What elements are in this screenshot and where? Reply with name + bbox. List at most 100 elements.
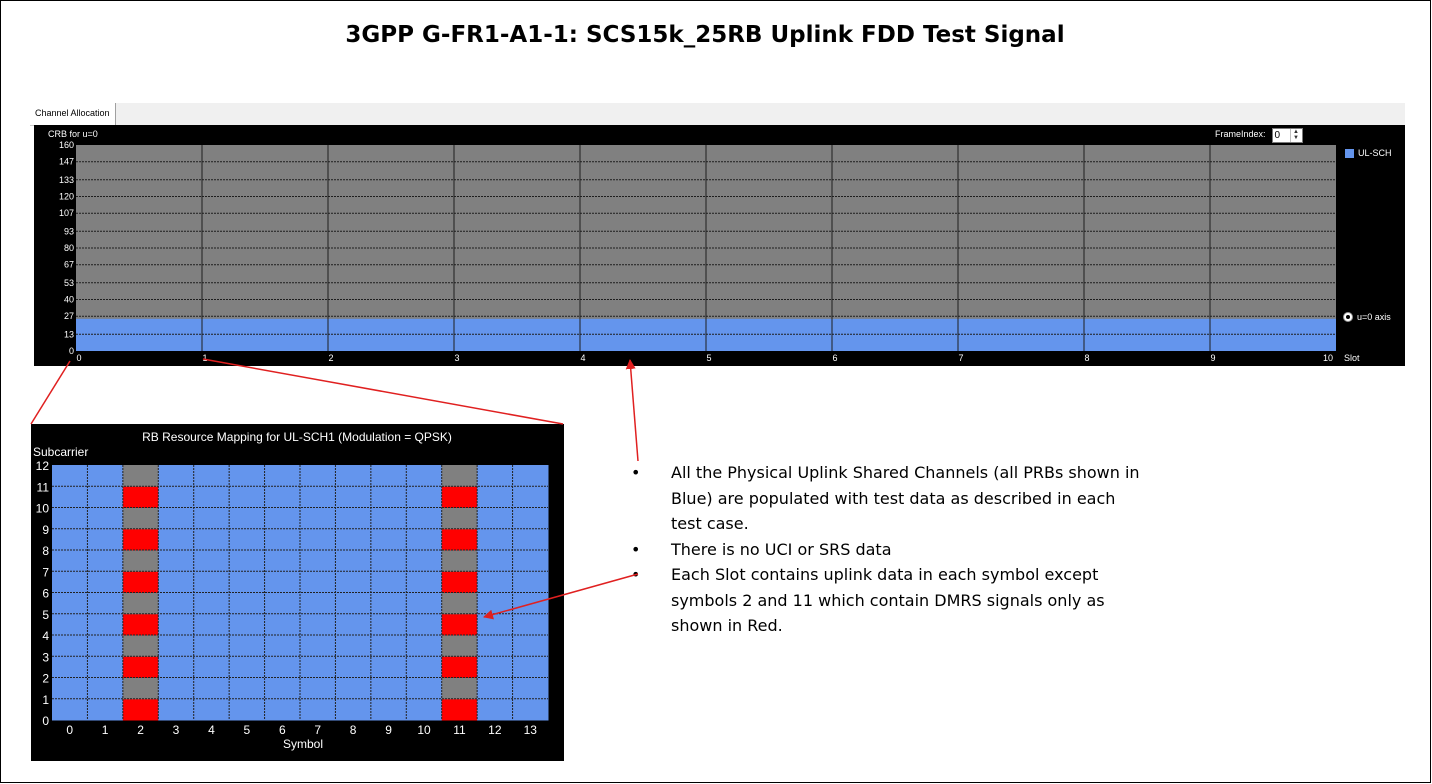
resource-element: [193, 571, 230, 593]
y-tick-label: 13: [64, 329, 74, 339]
resource-element: [441, 550, 478, 572]
y-tick-label: 7: [42, 565, 49, 579]
resource-element: [229, 613, 266, 636]
x-tick-label: 6: [279, 723, 286, 737]
resource-element: [300, 592, 336, 615]
resource-element: [406, 528, 443, 551]
tab-channel-allocation[interactable]: Channel Allocation: [30, 103, 116, 125]
bullet-dot: •: [631, 463, 641, 482]
resource-element: [122, 656, 159, 678]
resource-element: [370, 465, 407, 487]
resource-element: [193, 656, 230, 678]
resource-element: [229, 465, 266, 487]
resource-element: [300, 528, 336, 551]
resource-element: [122, 635, 159, 657]
resource-element: [87, 465, 124, 487]
resource-element: [229, 698, 266, 721]
note-item: • All the Physical Uplink Shared Channels…: [625, 460, 1145, 537]
resource-element: [335, 507, 372, 530]
resource-element: [193, 592, 230, 615]
radio-selected-icon[interactable]: [1343, 312, 1353, 322]
y-tick-label: 160: [59, 140, 74, 150]
resource-element: [477, 635, 514, 657]
y-tick-label: 133: [59, 175, 74, 185]
resource-element: [512, 571, 549, 593]
y-tick-label: 147: [59, 157, 74, 167]
resource-element: [158, 486, 195, 508]
y-tick-label: 0: [42, 714, 49, 728]
y-axis-label: CRB for u=0: [48, 129, 98, 139]
resource-element: [441, 507, 478, 530]
axis-option-label: u=0 axis: [1357, 312, 1391, 322]
frame-index-value[interactable]: 0: [1274, 130, 1281, 141]
frame-index-control: FrameIndex: 0 ▲ ▼: [1215, 128, 1303, 146]
resource-element: [406, 698, 443, 721]
resource-element: [370, 550, 407, 572]
resource-element: [441, 592, 478, 615]
x-tick-label: 6: [832, 353, 837, 363]
x-tick-label: 0: [76, 353, 81, 363]
resource-element: [264, 465, 301, 487]
resource-element: [406, 465, 443, 487]
resource-element: [370, 486, 407, 508]
y-tick-label: 3: [42, 650, 49, 664]
bullet-dot: •: [631, 539, 641, 559]
resource-element: [52, 550, 88, 572]
resource-element: [512, 635, 549, 657]
resource-element: [264, 592, 301, 615]
x-tick-label: 5: [706, 353, 711, 363]
resource-element: [122, 592, 159, 615]
y-tick-label: 9: [42, 523, 49, 537]
y-tick-label: 1: [42, 693, 49, 707]
resource-element: [264, 507, 301, 530]
resource-element: [335, 486, 372, 508]
resource-element: [122, 465, 159, 487]
resource-element: [477, 486, 514, 508]
resource-element: [370, 592, 407, 615]
resource-element: [477, 656, 514, 678]
x-tick-label: 0: [66, 723, 73, 737]
resource-element: [335, 571, 372, 593]
resource-element: [512, 528, 549, 551]
resource-element: [406, 486, 443, 508]
resource-element: [193, 635, 230, 657]
x-tick-label: 13: [524, 723, 538, 737]
resource-element: [335, 698, 372, 721]
resource-element: [264, 571, 301, 593]
x-axis-label: Slot: [1344, 353, 1360, 363]
x-tick-label: 4: [580, 353, 585, 363]
resource-element: [300, 613, 336, 636]
resource-element: [477, 677, 514, 700]
resource-element: [512, 698, 549, 721]
resource-element: [264, 613, 301, 636]
resource-element: [158, 507, 195, 530]
resource-element: [477, 571, 514, 593]
x-tick-label: 2: [328, 353, 333, 363]
x-tick-label: 8: [350, 723, 357, 737]
spin-arrows-icon[interactable]: ▲ ▼: [1289, 129, 1302, 142]
resource-element: [441, 613, 478, 636]
frame-index-spinbox[interactable]: 0 ▲ ▼: [1271, 128, 1303, 143]
y-tick-label: 11: [37, 480, 50, 494]
y-axis-label: Subcarrier: [33, 445, 88, 459]
y-tick-label: 5: [42, 608, 49, 622]
resource-element: [477, 613, 514, 636]
x-tick-label: 9: [385, 723, 392, 737]
resource-element: [335, 635, 372, 657]
resource-element: [52, 698, 88, 721]
resource-element: [370, 677, 407, 700]
resource-element: [193, 486, 230, 508]
resource-element: [441, 486, 478, 508]
resource-element: [87, 613, 124, 636]
resource-element: [264, 635, 301, 657]
resource-element: [122, 550, 159, 572]
resource-element: [52, 592, 88, 615]
resource-element: [441, 465, 478, 487]
x-tick-label: 1: [202, 353, 207, 363]
resource-element: [87, 550, 124, 572]
axis-option[interactable]: u=0 axis: [1343, 312, 1391, 322]
resource-element: [193, 613, 230, 636]
resource-element: [300, 550, 336, 572]
resource-element: [87, 507, 124, 530]
